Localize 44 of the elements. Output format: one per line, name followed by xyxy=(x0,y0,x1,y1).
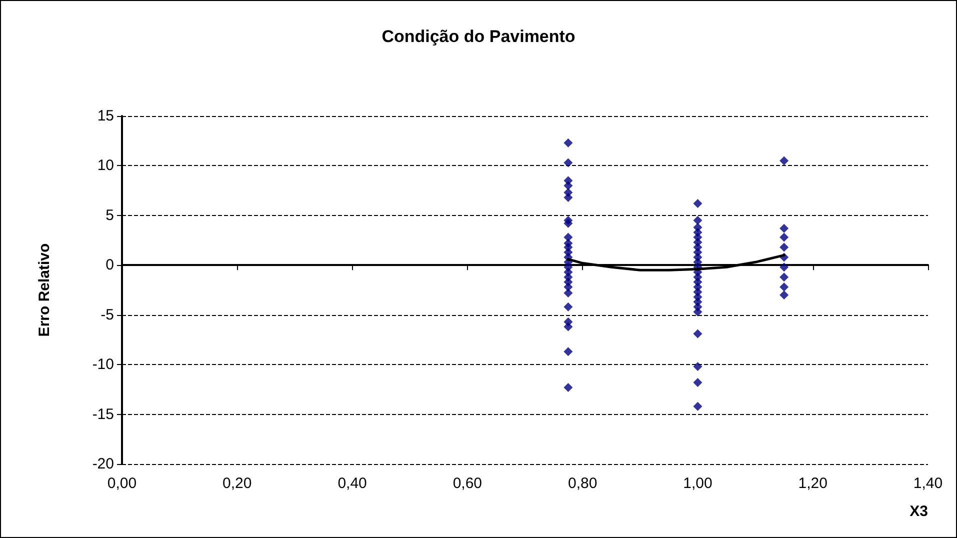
x-tick-label: 1,20 xyxy=(798,475,828,492)
point xyxy=(780,156,789,166)
y-tick-label: -10 xyxy=(92,356,114,374)
point xyxy=(564,181,573,190)
point xyxy=(564,138,573,148)
point xyxy=(780,290,789,300)
point xyxy=(564,382,573,392)
x-tick-label: 0,60 xyxy=(452,475,482,492)
y-tick-label: 10 xyxy=(97,157,114,174)
point xyxy=(780,262,789,272)
x-tick-label: 0,40 xyxy=(338,475,367,492)
x-tick-label: 0,00 xyxy=(107,475,137,492)
point xyxy=(780,282,789,292)
x-axis-title: X3 xyxy=(910,503,928,520)
point xyxy=(693,362,702,372)
point xyxy=(693,198,702,208)
y-tick-label: -20 xyxy=(92,456,114,472)
chart-title: Condição do Pavimento xyxy=(382,27,576,46)
y-tick-label: 15 xyxy=(97,108,114,124)
point xyxy=(564,347,573,356)
y-tick-label: -15 xyxy=(92,406,114,423)
point xyxy=(693,329,702,338)
y-tick-label: -5 xyxy=(100,306,114,324)
point xyxy=(780,272,789,282)
point xyxy=(780,232,789,242)
point xyxy=(693,307,702,316)
point xyxy=(564,302,573,312)
y-tick-label: 5 xyxy=(106,206,114,224)
point xyxy=(693,216,702,225)
point xyxy=(564,322,573,332)
x-tick-label: 1,40 xyxy=(913,475,943,492)
x-tick-label: 0,80 xyxy=(568,475,598,492)
point xyxy=(564,193,573,202)
point xyxy=(780,242,789,252)
point xyxy=(564,158,573,168)
point xyxy=(780,224,789,233)
x-tick-label: 0,20 xyxy=(222,475,252,492)
point xyxy=(693,402,702,411)
point xyxy=(564,218,573,228)
x-tick-label: 1,00 xyxy=(683,475,712,492)
point xyxy=(693,378,702,387)
y-axis-title: Erro Relativo xyxy=(36,243,53,337)
y-tick-label: 0 xyxy=(106,256,114,274)
point xyxy=(564,288,573,298)
